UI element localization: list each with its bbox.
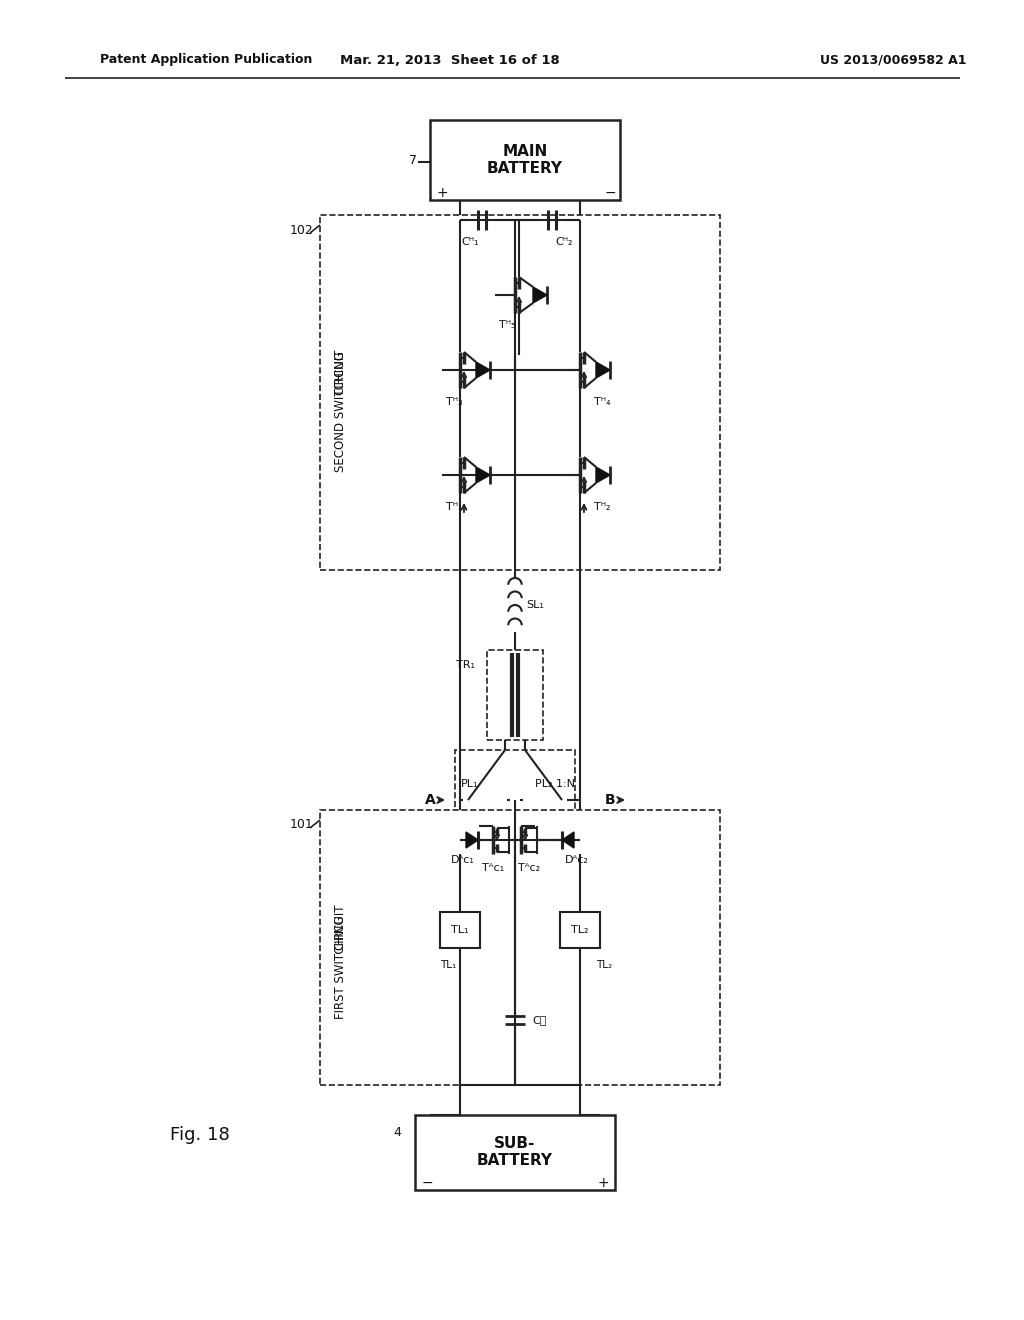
- Bar: [430, 120, 620, 201]
- Text: PL₂ 1:N: PL₂ 1:N: [535, 779, 575, 789]
- Text: 7: 7: [409, 153, 417, 166]
- Bar: [487, 649, 543, 741]
- Text: TL₂: TL₂: [571, 925, 589, 935]
- Text: 101: 101: [290, 818, 314, 832]
- Text: MAIN
BATTERY: MAIN BATTERY: [487, 144, 563, 176]
- Bar: [455, 750, 575, 830]
- Text: +: +: [436, 186, 447, 201]
- Text: Fig. 18: Fig. 18: [170, 1126, 229, 1144]
- Text: Cᴴ₂: Cᴴ₂: [555, 238, 572, 247]
- Text: +: +: [597, 1176, 609, 1191]
- Polygon shape: [596, 362, 610, 378]
- Text: TL₂: TL₂: [596, 960, 612, 970]
- Text: Tᴴ₅: Tᴴ₅: [499, 319, 515, 330]
- Text: Tᴴ₃: Tᴴ₃: [445, 397, 462, 407]
- Text: Tᴴ₄: Tᴴ₄: [594, 397, 610, 407]
- Bar: [560, 912, 600, 948]
- Text: A: A: [425, 793, 435, 807]
- Text: Tᴴ₂: Tᴴ₂: [594, 502, 610, 512]
- Text: FIRST SWITCHING: FIRST SWITCHING: [334, 915, 346, 1019]
- Polygon shape: [476, 362, 490, 378]
- Text: Mar. 21, 2013  Sheet 16 of 18: Mar. 21, 2013 Sheet 16 of 18: [340, 54, 560, 66]
- Text: SUB-
BATTERY: SUB- BATTERY: [477, 1135, 553, 1168]
- Bar: [415, 1115, 615, 1191]
- Text: TL₁: TL₁: [440, 960, 456, 970]
- Text: Tᴬᴄ₁: Tᴬᴄ₁: [482, 863, 504, 873]
- Polygon shape: [476, 467, 490, 483]
- Text: TR₁: TR₁: [456, 660, 474, 671]
- Text: 102: 102: [290, 223, 314, 236]
- Text: SL₁: SL₁: [526, 601, 544, 610]
- Text: PL₁: PL₁: [461, 779, 479, 789]
- Text: CIRCUIT: CIRCUIT: [334, 904, 346, 950]
- Text: −: −: [604, 186, 615, 201]
- Text: TL₁: TL₁: [452, 925, 469, 935]
- Text: Cᴴ₁: Cᴴ₁: [461, 238, 479, 247]
- Text: CIRCUIT: CIRCUIT: [334, 348, 346, 395]
- Bar: [319, 215, 720, 570]
- Text: 4: 4: [393, 1126, 401, 1139]
- Polygon shape: [596, 467, 610, 483]
- Text: B: B: [605, 793, 615, 807]
- Text: −: −: [421, 1176, 433, 1191]
- Text: Tᴬᴄ₂: Tᴬᴄ₂: [518, 863, 540, 873]
- Polygon shape: [466, 832, 478, 847]
- Text: Patent Application Publication: Patent Application Publication: [100, 54, 312, 66]
- Polygon shape: [562, 832, 574, 847]
- Text: Tᴴ₁: Tᴴ₁: [445, 502, 462, 512]
- Text: SECOND SWITCHING: SECOND SWITCHING: [334, 351, 346, 473]
- Bar: [319, 810, 720, 1085]
- Text: Dᴬᴄ₁: Dᴬᴄ₁: [451, 855, 475, 865]
- Text: US 2013/0069582 A1: US 2013/0069582 A1: [820, 54, 967, 66]
- Bar: [440, 912, 480, 948]
- Text: CᎡ: CᎡ: [532, 1015, 547, 1026]
- Text: Dᴬᴄ₂: Dᴬᴄ₂: [565, 855, 589, 865]
- Polygon shape: [534, 286, 547, 304]
